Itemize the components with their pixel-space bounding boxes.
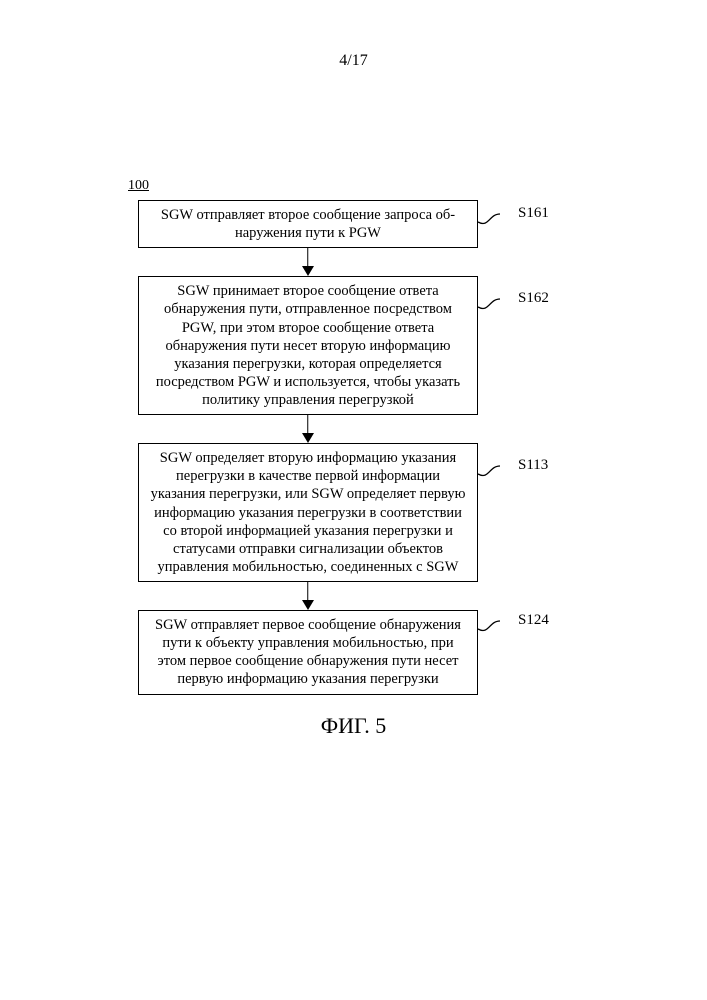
flow-step: SGW отправляет первое сообщение обнаруже… — [0, 610, 707, 695]
flow-node: SGW принимает второе сообщение ответа об… — [138, 276, 478, 415]
step-label: S113 — [518, 457, 548, 474]
figure-caption: ФИГ. 5 — [0, 713, 707, 739]
step-connector — [476, 610, 506, 695]
step-label: S124 — [518, 612, 549, 629]
flowchart: SGW отправляет второе сообщение запроса … — [0, 200, 707, 695]
flow-node: SGW отправляет первое сообщение обнаруже… — [138, 610, 478, 695]
step-label: S162 — [518, 290, 549, 307]
flow-arrow — [138, 248, 478, 276]
page-number: 4/17 — [0, 52, 707, 70]
flow-step: SGW принимает второе сообщение ответа об… — [0, 276, 707, 415]
step-connector — [476, 443, 506, 582]
step-label: S161 — [518, 205, 549, 222]
flow-node: SGW определяет вторую информацию указани… — [138, 443, 478, 582]
step-connector — [476, 276, 506, 415]
page: 4/17 100 SGW отправляет второе сообщение… — [0, 0, 707, 1000]
flow-arrow — [138, 582, 478, 610]
step-connector — [476, 200, 506, 248]
flow-step: SGW отправляет второе сообщение запроса … — [0, 200, 707, 248]
flow-step: SGW определяет вторую информацию указани… — [0, 443, 707, 582]
flow-arrow — [138, 415, 478, 443]
diagram-ref-number: 100 — [128, 178, 149, 194]
flow-node: SGW отправляет второе сообщение запроса … — [138, 200, 478, 248]
